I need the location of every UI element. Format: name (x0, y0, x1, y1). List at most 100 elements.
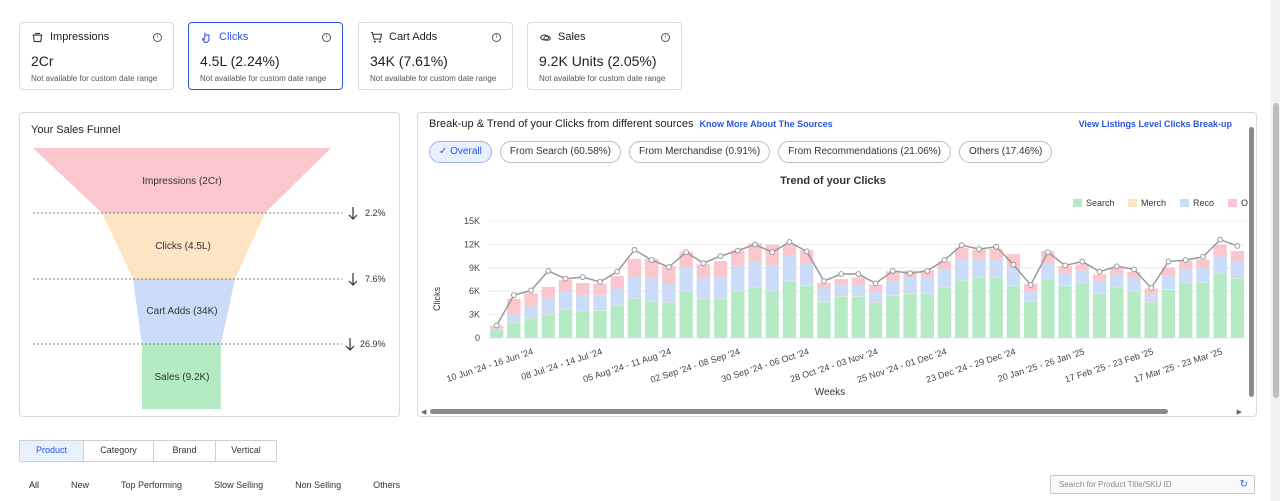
line-point (579, 274, 586, 281)
bar-search (731, 291, 745, 338)
bar-search (868, 302, 883, 338)
sales-note: Not available for custom date range (539, 74, 666, 83)
line-point (614, 268, 621, 275)
filter-non-selling[interactable]: Non Selling (295, 480, 342, 490)
bar-reco (1006, 267, 1021, 286)
clicks-value: 4.5L (2.24%) (200, 53, 280, 69)
segment-vertical[interactable]: Vertical (216, 441, 276, 461)
bar-others (610, 275, 624, 289)
filter-others[interactable]: Others (373, 480, 401, 490)
funnel-label-sales: Sales (9.2K) (154, 372, 209, 383)
line-point (493, 322, 500, 329)
cart-adds-card[interactable]: Cart Adds i 34K (7.61%) Not available fo… (358, 22, 513, 90)
bar-others (1178, 260, 1193, 269)
bar-search (1041, 279, 1055, 338)
bar-search (696, 299, 711, 338)
bar-search (1006, 285, 1021, 338)
page-scrollbar[interactable] (1271, 0, 1280, 501)
line-point (1062, 262, 1069, 269)
info-icon[interactable]: i (661, 32, 670, 42)
impressions-card[interactable]: Impressions i 2Cr Not available for cust… (19, 22, 174, 90)
trend-title-text: Break-up & Trend of your Clicks from dif… (429, 118, 694, 130)
bar-reco (507, 314, 521, 323)
bar-others (937, 261, 952, 270)
arrow-down-icon (345, 338, 355, 351)
bar-search (989, 277, 1003, 338)
filter-all[interactable]: All (29, 480, 40, 490)
legend-swatch (1228, 199, 1237, 207)
y-tick-label: 6K (469, 286, 480, 296)
bar-reco (541, 298, 556, 315)
bar-reco (937, 269, 952, 287)
chip-others[interactable]: Others (17.46%) (959, 141, 1053, 163)
clicks-icon (201, 32, 210, 43)
bar-others (1213, 244, 1227, 257)
bar-reco (524, 306, 538, 319)
bar-reco (1230, 261, 1245, 279)
line-point (1096, 268, 1103, 275)
product-search-input[interactable]: Search for Product Title/SKU ID ↻ (1050, 475, 1255, 494)
chip-search[interactable]: From Search (60.58%) (499, 141, 621, 163)
sales-card[interactable]: Sales i 9.2K Units (2.05%) Not available… (527, 22, 682, 90)
scroll-right-icon[interactable]: ▶ (1236, 409, 1242, 416)
bar-search (972, 277, 986, 338)
filter-slow-selling[interactable]: Slow Selling (214, 480, 264, 490)
chip-overall[interactable]: ✓ Overall (429, 141, 492, 163)
bar-others (1006, 254, 1021, 268)
line-point (717, 253, 724, 259)
scroll-left-icon[interactable]: ◀ (421, 409, 427, 416)
segment-brand[interactable]: Brand (154, 441, 216, 461)
line-point (941, 257, 948, 263)
info-icon[interactable]: i (322, 32, 331, 42)
info-icon[interactable]: i (492, 32, 501, 42)
line-point (631, 246, 638, 253)
bar-search (610, 305, 624, 338)
know-more-link[interactable]: Know More About The Sources (699, 119, 833, 129)
clicks-card[interactable]: Clicks i 4.5L (2.24%) Not available for … (188, 22, 343, 90)
page-scrollbar-thumb[interactable] (1273, 103, 1279, 398)
clicks-trend-chart: Trend of your Clicks Search Merch Reco Othe… (432, 175, 1248, 398)
chip-recommendations[interactable]: From Recommendations (21.06%) (778, 141, 951, 163)
funnel-title: Your Sales Funnel (31, 124, 121, 136)
bar-others (886, 271, 900, 281)
chart-title: Trend of your Clicks (780, 175, 886, 187)
line-point (838, 271, 845, 277)
line-point (958, 242, 965, 249)
bar-search (644, 301, 659, 338)
line-point (1200, 253, 1206, 260)
legend-swatch (1180, 199, 1189, 207)
y-axis-label: Clicks (432, 287, 442, 311)
filter-top-performing[interactable]: Top Performing (121, 480, 183, 490)
view-listings-link[interactable]: View Listings Level Clicks Break-up (1078, 119, 1232, 129)
chart-vertical-scrollbar[interactable] (1249, 127, 1254, 397)
bar-reco (696, 278, 711, 299)
bar-others (817, 283, 831, 289)
clicks-trend-panel: Break-up & Trend of your Clicks from dif… (417, 112, 1257, 417)
chart-horizontal-scrollbar[interactable] (430, 409, 1168, 414)
bar-reco (627, 276, 642, 299)
bar-search (1127, 291, 1141, 338)
line-point (1217, 236, 1224, 243)
segment-product[interactable]: Product (20, 441, 84, 461)
impressions-label: Impressions (50, 31, 110, 43)
bar-others (834, 279, 848, 285)
search-placeholder: Search for Product Title/SKU ID (1059, 480, 1172, 489)
filter-new[interactable]: New (71, 480, 90, 490)
y-tick-label: 12K (464, 239, 480, 249)
bar-search (627, 299, 642, 338)
bar-reco (1023, 291, 1038, 301)
chip-merchandise[interactable]: From Merchandise (0.91%) (629, 141, 771, 163)
funnel-chart: Impressions (2Cr) Clicks (4.5L) Cart Add… (33, 148, 386, 409)
legend-label: Search (1086, 198, 1115, 208)
line-point (545, 268, 552, 274)
info-icon[interactable]: i (153, 32, 162, 42)
bar-others (1092, 274, 1107, 281)
segment-category[interactable]: Category (84, 441, 154, 461)
refresh-icon[interactable]: ↻ (1239, 479, 1248, 490)
line-point (528, 287, 534, 294)
bar-others (1161, 267, 1176, 276)
bar-reco (558, 291, 573, 309)
bar-search (593, 310, 607, 338)
bar-others (541, 286, 556, 299)
arrow-down-icon (348, 273, 358, 286)
